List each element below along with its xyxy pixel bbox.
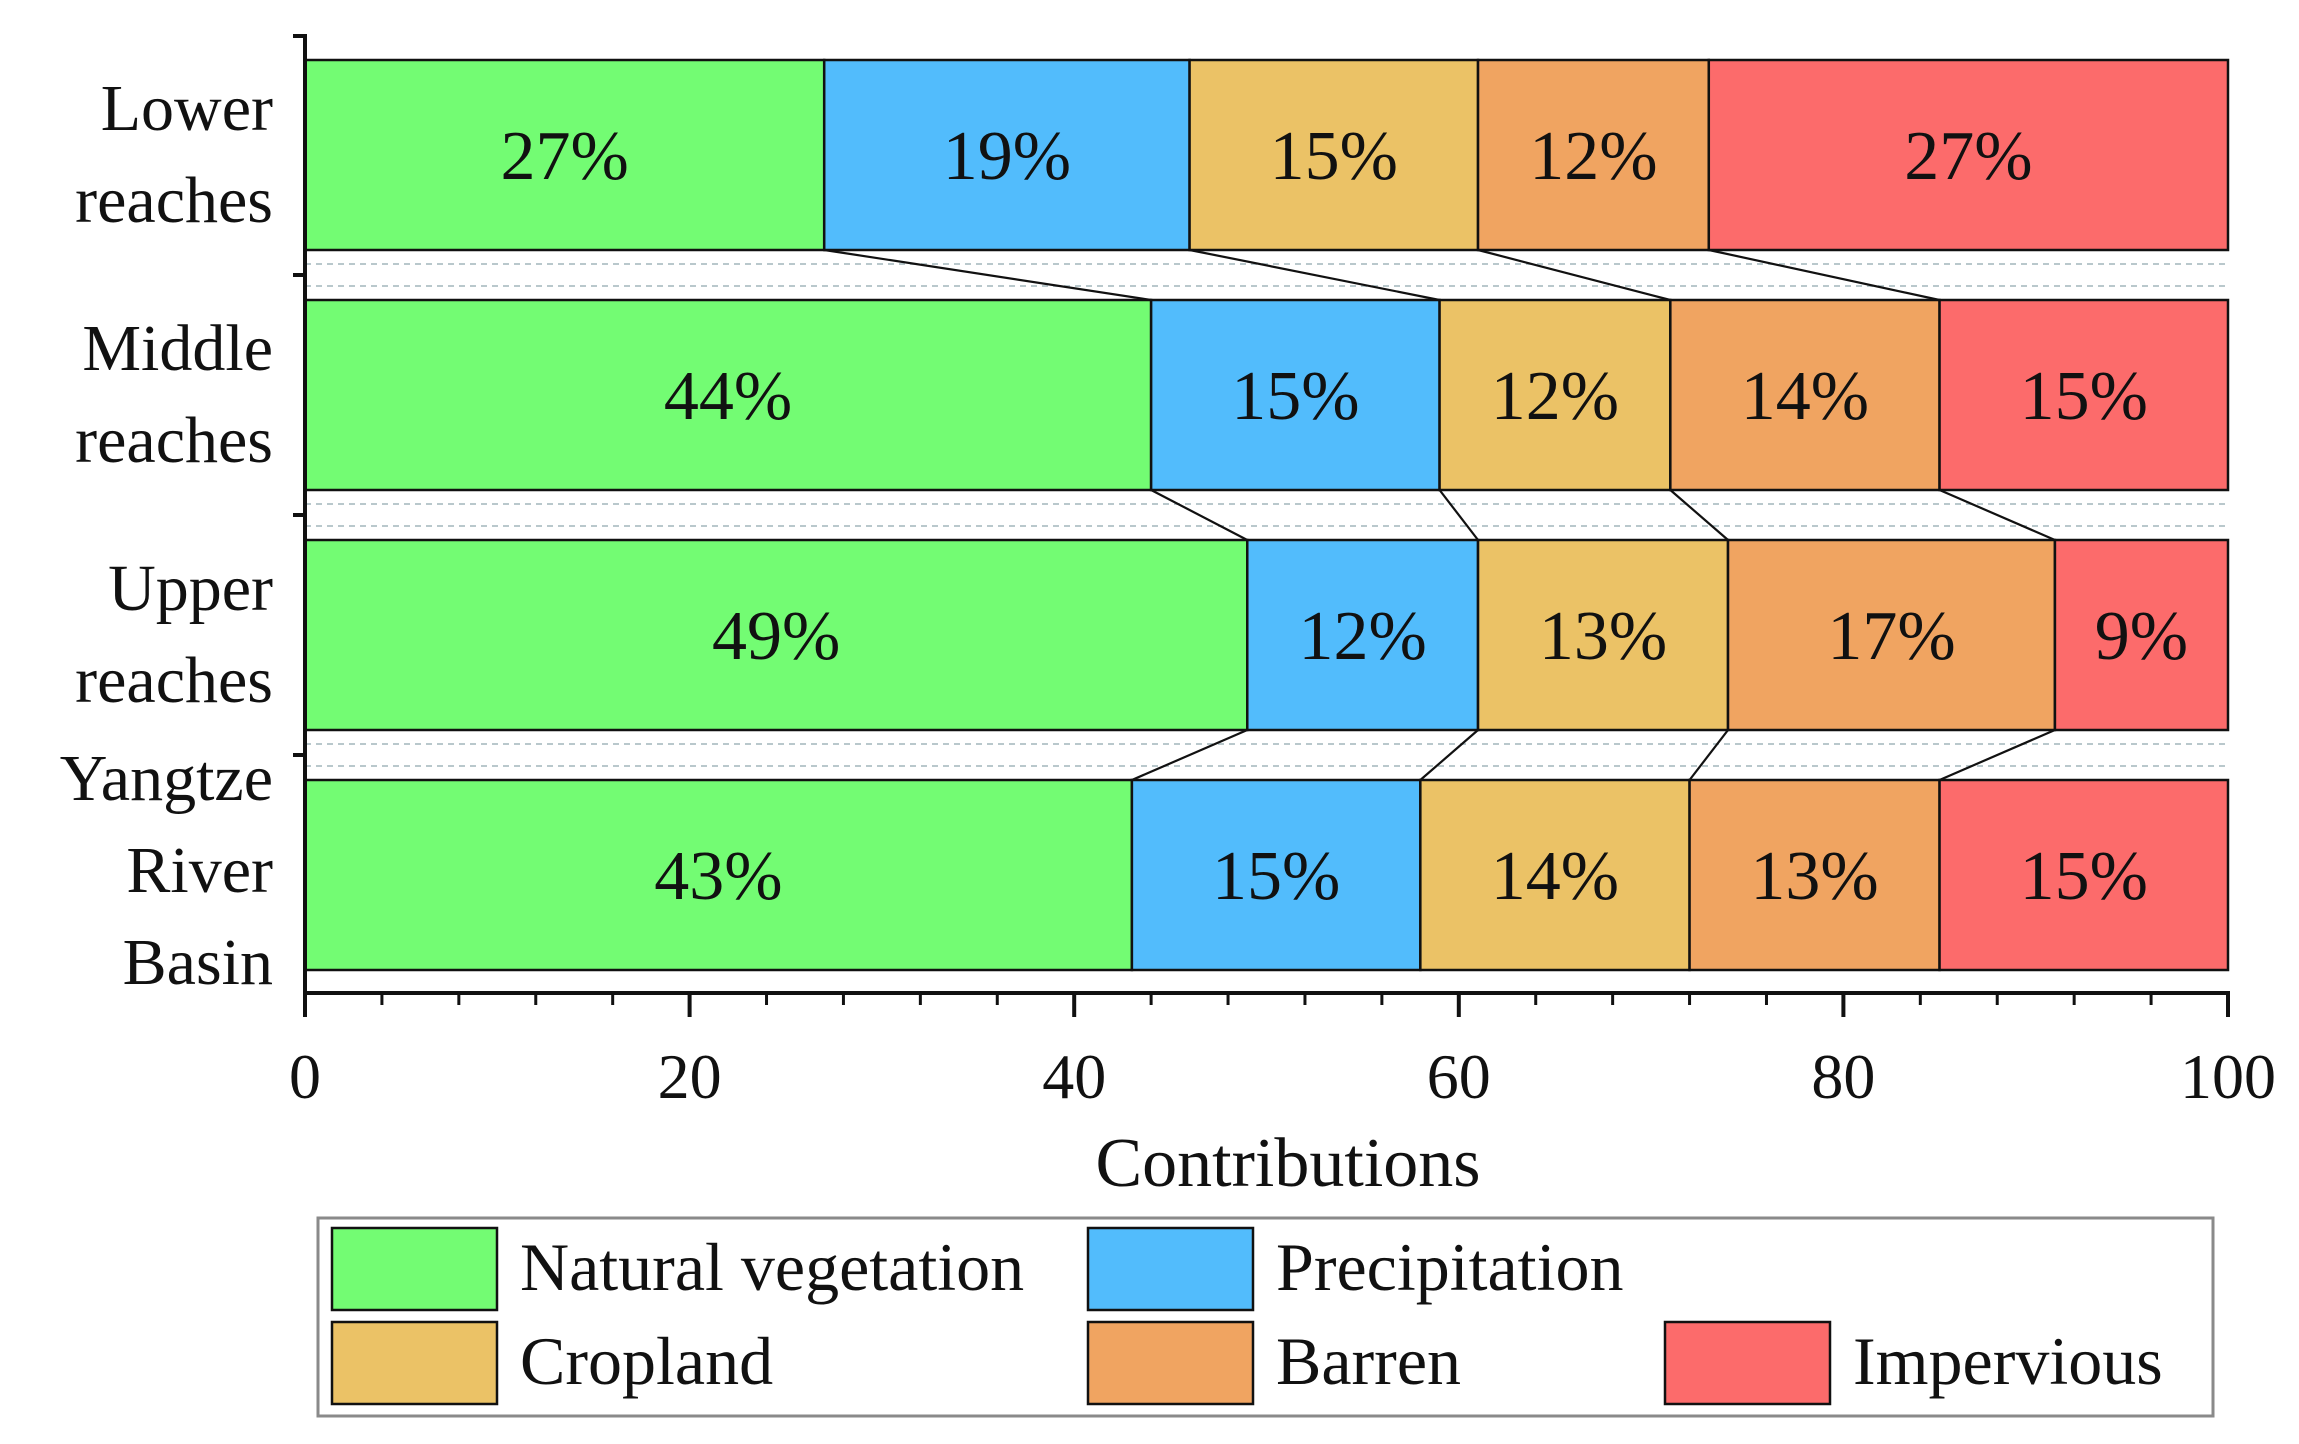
bar-segments bbox=[303, 58, 2230, 972]
bar-segment bbox=[1246, 538, 1480, 732]
bar-segment bbox=[1669, 298, 1941, 492]
legend-swatch bbox=[1663, 1320, 1832, 1406]
bar-segment bbox=[1476, 58, 1711, 252]
connector-line bbox=[1688, 729, 1729, 781]
legend-label: Precipitation bbox=[1276, 1229, 1623, 1305]
legend-swatch bbox=[1086, 1226, 1255, 1312]
category-labels: Lower reaches Middle reaches Upper reaches Yan… bbox=[60, 72, 273, 999]
x-tick-label: 60 bbox=[1427, 1041, 1491, 1112]
legend-frame bbox=[316, 1216, 2215, 1418]
bar-value-label: 12% bbox=[1298, 598, 1426, 675]
bar-value-label: 9% bbox=[2095, 598, 2188, 675]
x-tick-label: 0 bbox=[289, 1041, 321, 1112]
x-tick-label: 20 bbox=[658, 1041, 722, 1112]
legend-swatch bbox=[1086, 1320, 1255, 1406]
bar-value-label: 14% bbox=[1491, 838, 1619, 915]
legend-label: Barren bbox=[1276, 1323, 1461, 1399]
bar-value-label: 14% bbox=[1741, 358, 1869, 435]
connector-lines bbox=[824, 248, 2056, 782]
bar-segment bbox=[1726, 538, 2057, 732]
legend-swatch bbox=[330, 1320, 499, 1406]
bar-value-label: 49% bbox=[712, 598, 840, 675]
category-label: Yangtze River Basin bbox=[60, 742, 273, 999]
bar-segment bbox=[1438, 298, 1672, 492]
x-tick-label: 100 bbox=[2180, 1041, 2276, 1112]
bar-segment bbox=[1419, 778, 1691, 972]
connector-line bbox=[1939, 728, 2056, 782]
connector-line bbox=[1669, 489, 1729, 541]
separator-lines bbox=[305, 263, 2228, 767]
bar-value-label: 15% bbox=[2020, 358, 2148, 435]
bar-value-label: 15% bbox=[2020, 838, 2148, 915]
x-tick-label: 40 bbox=[1042, 1041, 1106, 1112]
bar-segment bbox=[1188, 58, 1480, 252]
bar-value-label: 15% bbox=[1212, 838, 1340, 915]
bar-value-label: 17% bbox=[1827, 598, 1955, 675]
bar-value-label: 12% bbox=[1529, 118, 1657, 195]
x-axis-title: Contributions bbox=[1095, 1125, 1480, 1202]
bar-value-label: 13% bbox=[1750, 838, 1878, 915]
connector-line bbox=[1131, 728, 1248, 782]
segment-labels: 27% 19% 15% 12% 27% 44% 15% 12% 14% 15% 49% 12% 13% 1… bbox=[500, 118, 2188, 915]
bar-segment bbox=[303, 538, 1249, 732]
bar-segment bbox=[1707, 58, 2230, 252]
bar-value-label: 15% bbox=[1270, 118, 1398, 195]
legend-swatch bbox=[330, 1226, 499, 1312]
connector-line bbox=[824, 248, 1152, 302]
bar-segment bbox=[1938, 298, 2230, 492]
bar-value-label: 27% bbox=[1904, 118, 2032, 195]
bar-segment bbox=[303, 58, 826, 252]
connector-line bbox=[1477, 248, 1671, 302]
bar-value-label: 15% bbox=[1231, 358, 1359, 435]
bar-value-label: 12% bbox=[1491, 358, 1619, 435]
connector-line bbox=[1150, 489, 1248, 541]
connector-line bbox=[1189, 248, 1440, 302]
legend: Natural vegetation Precipitation Cropland B… bbox=[316, 1216, 2215, 1418]
bar-value-label: 13% bbox=[1539, 598, 1667, 675]
bar-value-label: 44% bbox=[664, 358, 792, 435]
legend-label: Impervious bbox=[1853, 1323, 2163, 1399]
bar-value-label: 19% bbox=[943, 118, 1071, 195]
category-label: Middle reaches bbox=[75, 312, 273, 477]
bar-segment bbox=[822, 58, 1191, 252]
category-label: Lower reaches bbox=[75, 72, 273, 237]
connector-line bbox=[1939, 488, 2056, 542]
bar-segment bbox=[1938, 778, 2230, 972]
connector-line bbox=[1419, 729, 1479, 781]
connector-line bbox=[1438, 489, 1479, 541]
legend-label: Natural vegetation bbox=[520, 1229, 1024, 1305]
bar-segment bbox=[1149, 298, 1441, 492]
bar-segment bbox=[1688, 778, 1941, 972]
axes: 0 20 40 60 80 100 bbox=[289, 34, 2276, 1112]
bar-segment bbox=[303, 778, 1134, 972]
x-tick-label: 80 bbox=[1811, 1041, 1875, 1112]
connector-line bbox=[1708, 248, 1940, 302]
bar-value-label: 27% bbox=[500, 118, 628, 195]
legend-label: Cropland bbox=[520, 1323, 773, 1399]
bar-segment bbox=[1130, 778, 1422, 972]
bar-value-label: 43% bbox=[654, 838, 782, 915]
category-label: Upper reaches bbox=[75, 552, 273, 717]
bar-segment bbox=[1476, 538, 1730, 732]
bar-segment bbox=[2053, 538, 2230, 732]
